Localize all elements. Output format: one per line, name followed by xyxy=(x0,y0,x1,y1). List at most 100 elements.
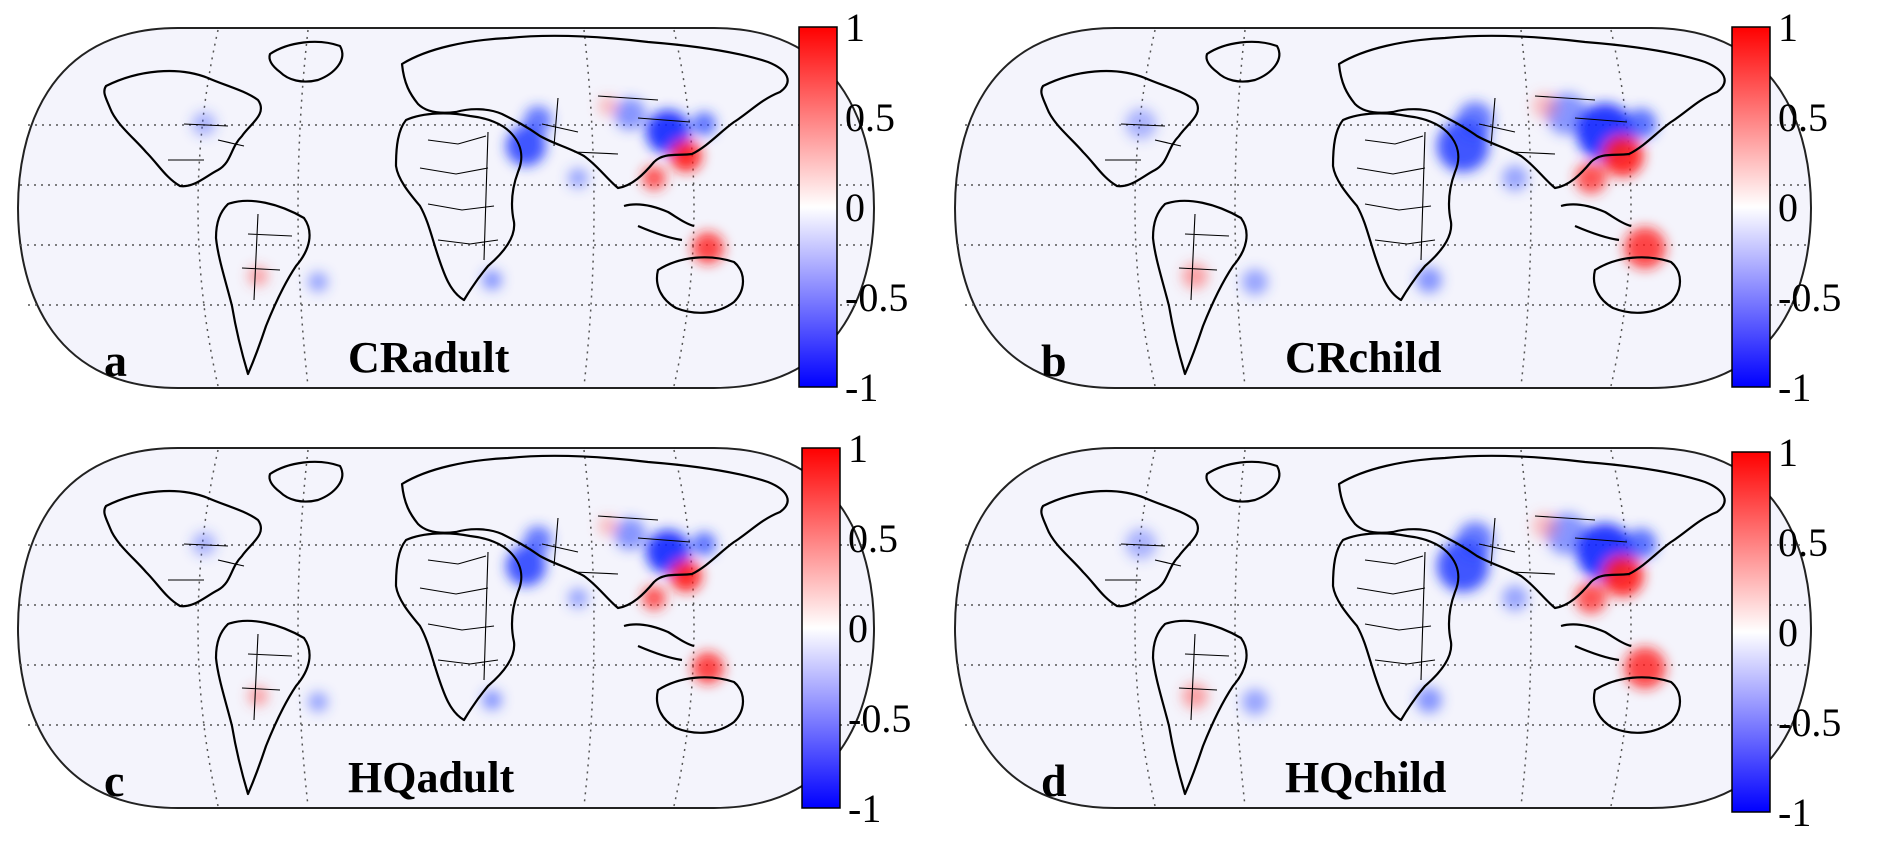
land-outline xyxy=(103,34,789,376)
data-hotspots xyxy=(1125,513,1666,715)
land-outline xyxy=(1040,454,1726,796)
colorbar-tick-label: 1 xyxy=(845,5,865,50)
hotspot xyxy=(692,652,724,684)
colorbar-tick-label: 1 xyxy=(848,426,868,471)
hotspot xyxy=(670,140,702,172)
hotspot xyxy=(670,560,702,592)
panel-letter: d xyxy=(1041,755,1067,806)
hotspot xyxy=(192,532,216,556)
land-outline xyxy=(103,454,789,796)
hotspot xyxy=(1502,165,1528,191)
hotspot xyxy=(308,692,328,712)
colorbar-tick-label: -0.5 xyxy=(1778,700,1841,745)
colorbar-b: 1 0.5 0 -0.5 -1 xyxy=(1731,5,1841,410)
colorbar-tick-label: 0.5 xyxy=(845,95,895,140)
colorbar: 1 0.5 0 -0.5 -1 xyxy=(1731,5,1841,410)
hotspot xyxy=(1456,521,1494,559)
world-map xyxy=(16,447,876,809)
hotspot xyxy=(482,690,502,710)
colorbar-tick-label: -1 xyxy=(845,365,878,410)
map-c: c HQadult xyxy=(16,447,876,809)
colorbar-tick-label: 0 xyxy=(845,185,865,230)
hotspot xyxy=(598,516,618,536)
colorbar-tick-label: -1 xyxy=(1778,365,1811,410)
land-outline xyxy=(1040,34,1726,376)
panel-d: d HQchild 1 0.5 0 -0.5 -1 xyxy=(953,430,1841,835)
colorbar-gradient xyxy=(1731,26,1771,388)
data-hotspots xyxy=(192,96,724,292)
hotspot xyxy=(692,232,724,264)
hotspot xyxy=(1624,227,1666,269)
colorbar-gradient xyxy=(801,447,841,809)
hotspot xyxy=(1456,101,1494,139)
panel-letter: a xyxy=(104,335,127,386)
hotspot xyxy=(614,518,646,550)
colorbar-gradient xyxy=(1731,451,1771,813)
country-borders xyxy=(168,95,691,301)
hotspot xyxy=(642,166,666,190)
data-hotspots xyxy=(192,516,724,712)
hotspot xyxy=(1242,269,1268,295)
world-map xyxy=(953,447,1813,809)
data-hotspots xyxy=(1125,93,1666,295)
colorbar-c: 1 0.5 0 -0.5 -1 xyxy=(801,426,911,831)
colorbar: 1 0.5 0 -0.5 -1 xyxy=(801,426,911,831)
hotspot xyxy=(192,112,216,136)
world-map xyxy=(16,27,876,389)
hotspot xyxy=(506,126,546,166)
map-a: a CRadult xyxy=(16,27,876,389)
hotspot xyxy=(506,546,546,586)
hotspot xyxy=(1125,108,1157,140)
colorbar-tick-label: 0 xyxy=(1778,185,1798,230)
colorbar-tick-label: -0.5 xyxy=(848,696,911,741)
country-borders xyxy=(168,515,691,721)
hotspot xyxy=(1575,582,1607,614)
colorbar-tick-label: 0.5 xyxy=(1778,95,1828,140)
country-borders xyxy=(1105,515,1628,721)
colorbar-tick-label: 0.5 xyxy=(1778,520,1828,565)
colorbar-tick-label: -0.5 xyxy=(845,275,908,320)
panel-letter: c xyxy=(104,755,124,806)
hotspot xyxy=(524,526,552,554)
colorbar-a: 1 0.5 0 -0.5 -1 xyxy=(798,5,908,410)
hotspot xyxy=(524,106,552,134)
hotspot xyxy=(614,98,646,130)
hotspot xyxy=(248,686,268,706)
colorbar: 1 0.5 0 -0.5 -1 xyxy=(1731,430,1841,835)
colorbar-tick-label: 1 xyxy=(1778,5,1798,50)
hotspot xyxy=(482,270,502,290)
panel-c: c HQadult 1 0.5 0 -0.5 -1 xyxy=(16,426,911,831)
hotspot xyxy=(1182,683,1208,709)
panel-letter: b xyxy=(1041,335,1067,386)
hotspot xyxy=(1532,93,1558,119)
hotspot xyxy=(692,532,716,556)
map-d: d HQchild xyxy=(953,447,1813,809)
hotspot xyxy=(1625,528,1657,560)
colorbar-d: 1 0.5 0 -0.5 -1 xyxy=(1731,430,1841,835)
hotspot xyxy=(248,266,268,286)
hotspot xyxy=(1502,585,1528,611)
hotspot xyxy=(1416,687,1442,713)
hotspot xyxy=(1182,263,1208,289)
panel-a: a CRadult 1 0.5 0 -0.5 -1 xyxy=(16,5,908,410)
colorbar-tick-label: 0.5 xyxy=(848,516,898,561)
hotspot xyxy=(1575,162,1607,194)
hotspot xyxy=(598,96,618,116)
hotspot xyxy=(642,586,666,610)
colorbar-tick-label: 1 xyxy=(1778,430,1798,475)
hotspot xyxy=(308,272,328,292)
hotspot xyxy=(692,112,716,136)
hotspot xyxy=(1602,135,1644,177)
colorbar-tick-label: 0 xyxy=(1778,610,1798,655)
colorbar-tick-label: -0.5 xyxy=(1778,275,1841,320)
hotspot xyxy=(1625,108,1657,140)
hotspot xyxy=(1602,555,1644,597)
country-borders xyxy=(1105,95,1628,301)
panel-title: HQchild xyxy=(1285,753,1446,802)
colorbar-tick-label: -1 xyxy=(1778,790,1811,835)
hotspot xyxy=(1416,267,1442,293)
colorbar-tick-label: -1 xyxy=(848,786,881,831)
hotspot xyxy=(1125,528,1157,560)
colorbar: 1 0.5 0 -0.5 -1 xyxy=(798,5,908,410)
